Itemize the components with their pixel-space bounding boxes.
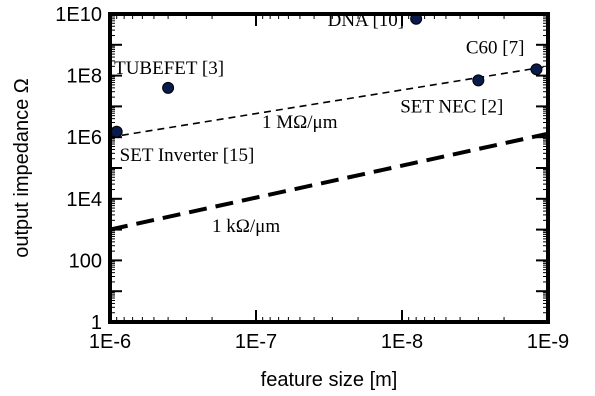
trend-line-1 <box>109 65 549 138</box>
point-label: C60 [7] <box>466 37 525 58</box>
y-tick-label: 1E10 <box>55 4 102 26</box>
y-tick-label: 1 <box>91 312 102 334</box>
trend-line-2 <box>109 131 549 232</box>
point-label: SET NEC [2] <box>400 96 503 117</box>
y-tick-label: 1E8 <box>66 66 102 88</box>
data-point <box>110 125 123 138</box>
annotations-layer: SET Inverter [15]TUBEFET [3]DNA [10]SET … <box>114 10 524 237</box>
x-tick-label: 1E-6 <box>89 331 131 353</box>
line-label: 1 kΩ/μm <box>212 216 280 237</box>
data-point <box>472 74 485 87</box>
x-tick-label: 1E-9 <box>527 331 569 353</box>
point-label: SET Inverter [15] <box>120 145 255 166</box>
y-tick-label: 1E4 <box>66 189 102 211</box>
y-tick-label: 100 <box>69 250 102 272</box>
line-label: 1 MΩ/μm <box>262 112 338 133</box>
data-point <box>162 81 175 94</box>
x-axis-label: feature size [m] <box>261 369 398 391</box>
plot-frame <box>108 12 550 324</box>
data-point <box>530 63 543 76</box>
y-axis-label: output impedance Ω <box>11 78 33 258</box>
y-tick-label: 1E6 <box>66 127 102 149</box>
point-label: TUBEFET [3] <box>114 58 224 79</box>
x-tick-label: 1E-8 <box>381 331 423 353</box>
lines-layer <box>109 65 549 232</box>
x-tick-label: 1E-7 <box>235 331 277 353</box>
